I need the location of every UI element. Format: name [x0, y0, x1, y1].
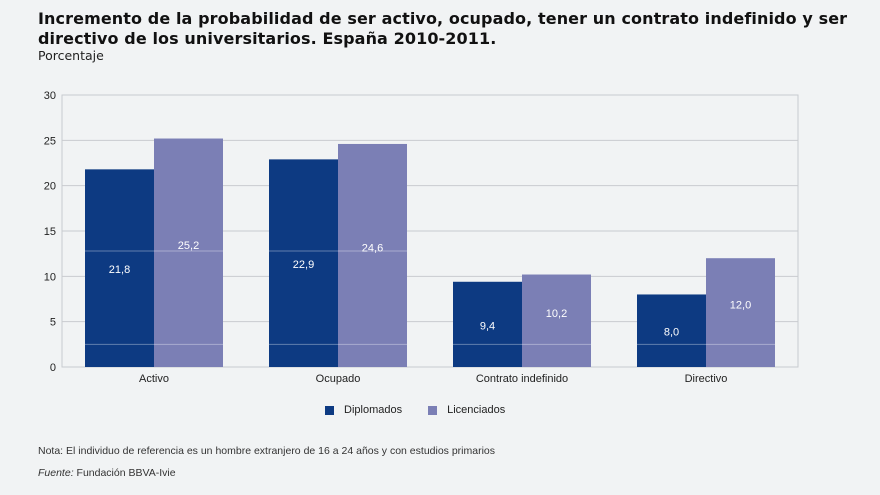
bar-licenciados [154, 138, 223, 367]
data-label: 21,8 [109, 264, 130, 276]
legend-swatch [325, 405, 334, 415]
data-label: 22,9 [293, 259, 314, 271]
legend: Diplomados Licenciados [325, 404, 505, 416]
chart-title: Incremento de la probabilidad de ser act… [38, 9, 848, 48]
x-tick-label: Ocupado [316, 373, 361, 385]
legend-swatch [428, 405, 438, 415]
source-label: Fuente: [38, 467, 74, 479]
y-tick-label: 0 [50, 362, 56, 374]
data-label: 24,6 [362, 242, 383, 254]
x-axis: Activo Ocupado Contrato indefinido Directiv… [139, 373, 727, 385]
y-tick-label: 30 [44, 90, 56, 102]
y-tick-label: 20 [44, 181, 56, 193]
y-tick-label: 5 [50, 317, 56, 329]
bar-diplomados [453, 281, 522, 367]
bars: 21,8 25,2 22,9 24,6 9,4 10,2 8,0 12,0 [85, 138, 775, 367]
legend-label: Licenciados [447, 404, 506, 416]
x-tick-label: Directivo [685, 373, 728, 385]
bar-diplomados [85, 169, 154, 367]
x-tick-label: Contrato indefinido [476, 373, 568, 385]
legend-label: Diplomados [344, 404, 403, 416]
chart-subtitle: Porcentaje [38, 48, 104, 63]
data-label: 25,2 [178, 240, 199, 252]
bar-licenciados [522, 274, 591, 367]
y-axis: 0 5 10 15 20 25 30 [44, 90, 56, 374]
data-label: 10,2 [546, 308, 567, 320]
footnote: Nota: El individuo de referencia es un h… [38, 445, 496, 457]
bar-licenciados [706, 258, 775, 367]
y-tick-label: 25 [44, 135, 56, 147]
data-label: 8,0 [664, 327, 679, 339]
data-label: 9,4 [480, 320, 495, 332]
x-tick-label: Activo [139, 373, 169, 385]
data-label: 12,0 [730, 300, 751, 312]
y-tick-label: 15 [44, 226, 56, 238]
bar-diplomados [637, 294, 706, 367]
bar-chart: 0 5 10 15 20 25 30 21,8 25,2 22,9 24,6 9,4 10,2 8,0 1… [44, 90, 799, 385]
source-text: Fundación BBVA-Ivie [73, 467, 176, 479]
legend-item-diplomados: Diplomados [325, 404, 402, 416]
bar-licenciados [338, 143, 407, 367]
source: Fuente: Fundación BBVA-Ivie [38, 467, 176, 479]
y-tick-label: 10 [44, 271, 56, 283]
bar-diplomados [269, 159, 338, 367]
legend-item-licenciados: Licenciados [428, 404, 505, 416]
